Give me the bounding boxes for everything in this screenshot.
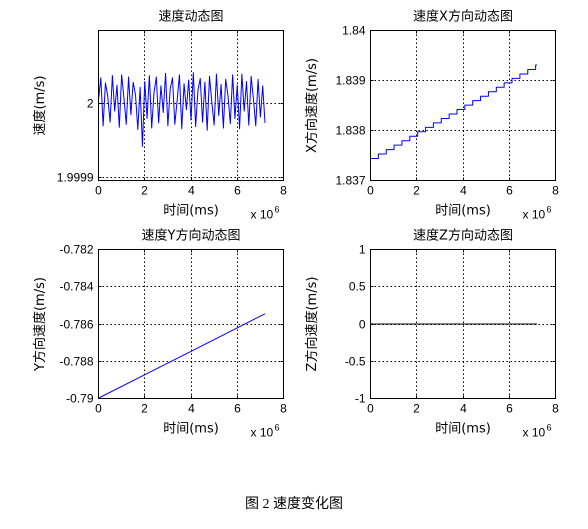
y-tick-label: 2 — [87, 97, 94, 111]
y-tick-label: -0.79 — [66, 392, 94, 406]
subplot-title: 速度Z方向动态图 — [413, 228, 513, 244]
x-tick-label: 0 — [95, 402, 102, 416]
y-axis-label: Z方向速度(m/s) — [304, 277, 320, 372]
subplot-title: 速度动态图 — [158, 9, 223, 25]
plot-area — [98, 30, 284, 181]
grid — [98, 249, 284, 399]
x-axis-label: 时间(ms) — [163, 422, 219, 437]
y-axis-label: Y方向速度(m/s) — [32, 277, 48, 372]
x-tick-label: 4 — [188, 402, 195, 416]
x-tick-label: 0 — [95, 184, 102, 198]
y-tick-label: 1 — [359, 243, 366, 257]
y-tick-label: -0.782 — [59, 243, 93, 257]
x-tick-label: 6 — [234, 402, 241, 416]
x-tick-label: 4 — [188, 184, 195, 198]
series-line — [98, 313, 266, 399]
x-axis-label: 时间(ms) — [163, 204, 219, 219]
x-multiplier-exponent: 6 — [275, 205, 280, 215]
x-tick-label: 8 — [280, 402, 287, 416]
y-axis-label: X方向速度(m/s) — [304, 58, 320, 153]
x-tick-label: 6 — [506, 184, 513, 198]
y-tick-label: 1.839 — [335, 74, 365, 88]
x-tick-label: 0 — [367, 402, 374, 416]
x-tick-label: 6 — [234, 184, 241, 198]
x-tick-label: 6 — [506, 402, 513, 416]
y-tick-label: 1.837 — [335, 174, 365, 188]
x-multiplier-exponent: 6 — [547, 205, 552, 215]
subplot-3: 0 2 4 6 8-0.79-0.788-0.786-0.784-0.782速度Y方向动… — [32, 228, 287, 440]
x-multiplier-base: x 10 — [251, 426, 274, 440]
y-tick-label: -1 — [355, 392, 366, 406]
y-tick-label: 1.84 — [342, 24, 366, 38]
subplot-2: 0 2 4 6 81.8371.8381.8391.84速度X方向动态图时间(ms)X方… — [304, 9, 559, 222]
x-multiplier-exponent: 6 — [275, 423, 280, 433]
series-line — [370, 64, 537, 159]
x-tick-label: 4 — [460, 402, 467, 416]
series-line — [98, 72, 266, 148]
x-multiplier-base: x 10 — [523, 208, 546, 222]
subplot-4: 0 2 4 6 8-1-0.500.51速度Z方向动态图时间(ms)Z方向速度(m/s)… — [304, 228, 559, 440]
y-tick-label: 1.838 — [335, 124, 365, 138]
y-tick-label: -0.786 — [59, 318, 93, 332]
x-tick-label: 2 — [413, 184, 420, 198]
x-axis-label: 时间(ms) — [435, 204, 491, 219]
x-tick-label: 8 — [552, 184, 559, 198]
y-tick-label: 0 — [359, 318, 366, 332]
grid — [370, 30, 556, 181]
y-tick-label: 1.9999 — [57, 171, 94, 185]
x-axis-label: 时间(ms) — [435, 422, 491, 437]
x-tick-label: 4 — [460, 184, 467, 198]
y-tick-label: -0.788 — [59, 355, 93, 369]
subplot-title: 速度X方向动态图 — [413, 9, 513, 25]
y-tick-label: -0.784 — [59, 280, 93, 294]
x-tick-label: 8 — [280, 184, 287, 198]
x-multiplier-exponent: 6 — [547, 423, 552, 433]
x-multiplier-base: x 10 — [523, 426, 546, 440]
subplot-title: 速度Y方向动态图 — [142, 228, 241, 244]
y-tick-label: -0.5 — [345, 355, 366, 369]
x-tick-label: 8 — [552, 402, 559, 416]
x-tick-label: 2 — [413, 402, 420, 416]
y-axis-label: 速度(m/s) — [32, 76, 48, 136]
x-tick-label: 2 — [141, 402, 148, 416]
figure-caption: 图 2 速度变化图 — [245, 497, 343, 512]
x-tick-label: 0 — [367, 184, 374, 198]
x-multiplier-base: x 10 — [251, 208, 274, 222]
plot-area — [370, 30, 556, 181]
y-tick-label: 0.5 — [349, 280, 366, 294]
x-tick-label: 2 — [141, 184, 148, 198]
